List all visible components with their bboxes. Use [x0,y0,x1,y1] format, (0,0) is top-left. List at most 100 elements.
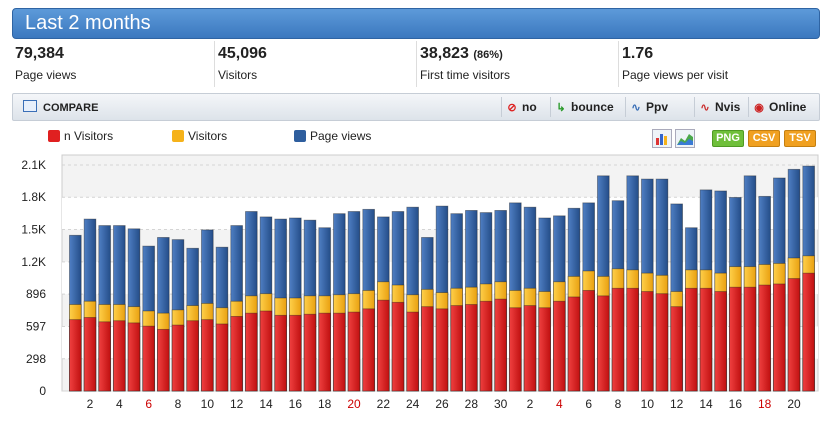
compare-nvis-button[interactable]: ∿ Nvis [694,97,755,117]
button-label: no [522,100,537,114]
export-csv-button[interactable]: CSV [748,130,780,147]
bounce-icon: ↳ [556,102,566,114]
n-visitors-bar [83,317,97,392]
nvis-chart-icon: ∿ [700,102,710,114]
x-tick-label: 14 [699,397,713,411]
x-tick-label: 12 [670,397,684,411]
n-visitors-bar [333,312,346,392]
legend-n-visitors[interactable]: n Visitors [48,129,113,143]
online-broadcast-icon: ◉ [754,102,764,114]
header-bar: Last 2 months [12,8,820,39]
legend-swatch [294,130,306,142]
n-visitors-bar [802,272,815,392]
n-visitors-bar [670,306,683,392]
n-visitors-bar [494,298,507,392]
x-tick-label: 8 [615,397,622,411]
stat-visitors: 45,096 Visitors [214,41,416,87]
x-tick-label: 26 [435,397,449,411]
legend-swatch [48,130,60,142]
compare-no-button[interactable]: ⊘ no [501,97,562,117]
n-visitors-bar [69,319,82,392]
n-visitors-bar [377,299,390,392]
y-tick-label: 1.8K [21,190,46,204]
n-visitors-bar [787,278,801,392]
stat-label: Page views per visit [622,68,729,82]
compare-toolbar: COMPARE ⊘ no ↳ bounce ∿ Ppv ∿ Nvis ◉ Online [12,93,820,121]
compare-bounce-button[interactable]: ↳ bounce [550,97,625,117]
n-visitors-bar [450,305,463,392]
compare-ppv-button[interactable]: ∿ Ppv [625,97,682,117]
n-visitors-bar [714,291,727,392]
n-visitors-bar [655,293,669,392]
legend-label: Page views [310,129,372,143]
x-tick-label: 18 [318,397,332,411]
x-tick-label: 8 [175,397,182,411]
legend-swatch [172,130,184,142]
n-visitors-bar [318,312,331,392]
n-visitors-bar [201,319,214,392]
n-visitors-bar [509,307,522,392]
button-label: Ppv [646,100,669,114]
legend-visitors[interactable]: Visitors [172,129,227,143]
x-tick-label: 2 [527,397,534,411]
button-label: Nvis [715,100,741,114]
x-tick-label: 20 [787,397,801,411]
button-label: bounce [571,100,614,114]
stat-value: 79,384 [15,45,64,62]
n-visitors-bar [245,312,258,392]
n-visitors-bar [127,322,141,392]
stat-first-time-visitors: 38,823 (86%) First time visitors [416,41,618,87]
n-visitors-bar [215,323,229,392]
y-tick-label: 298 [26,352,46,366]
area-chart-view-icon[interactable] [675,129,695,148]
x-tick-label: 10 [641,397,655,411]
compare-toggle[interactable]: COMPARE [23,100,98,114]
compare-online-button[interactable]: ◉ Online [748,97,819,117]
x-tick-label: 14 [259,397,273,411]
y-tick-label: 1.5K [21,223,46,237]
n-visitors-bar [186,320,199,392]
visits-bar-chart: 0 298 597 896 1.2K 1.5K 1.8K 2.1K 2 4 6 8 10 12 14 16 18… [21,154,819,411]
stat-label: First time visitors [420,68,510,82]
legend-page-views[interactable]: Page views [294,129,371,143]
n-visitors-bar [553,300,566,392]
export-tsv-button[interactable]: TSV [784,130,816,147]
x-tick-label: 16 [729,397,743,411]
legend-label: Visitors [188,129,228,143]
n-visitors-bar [406,311,419,392]
export-png-button[interactable]: PNG [712,130,744,147]
n-visitors-bar [421,306,434,392]
n-visitors-bar [773,283,786,392]
y-tick-label: 1.2K [21,255,46,269]
x-tick-label: 4 [116,397,123,411]
n-visitors-bar [362,308,375,392]
n-visitors-bar [391,301,405,392]
no-icon: ⊘ [507,102,517,114]
n-visitors-bar [289,314,302,392]
n-visitors-bar [743,286,757,392]
stat-label: Visitors [218,68,258,82]
n-visitors-bar [597,295,610,392]
bar-chart-view-icon[interactable] [652,129,672,148]
x-tick-label: 28 [465,397,479,411]
n-visitors-bar [611,287,625,392]
stat-label: Page views [15,68,77,82]
n-visitors-bar [567,296,581,392]
stat-page-views: 79,384 Page views [12,41,214,87]
stat-value: 1.76 [622,45,654,62]
legend-label: n Visitors [64,129,114,143]
x-tick-label: 2 [87,397,94,411]
compare-label: COMPARE [43,102,99,114]
x-tick-label: 4 [556,397,563,411]
x-tick-label: 6 [145,397,152,411]
x-tick-label: 30 [494,397,508,411]
y-tick-label: 0 [39,384,46,398]
y-tick-label: 597 [26,319,46,333]
n-visitors-bar [582,290,595,392]
n-visitors-bar [274,314,287,392]
n-visitors-bar [435,308,449,392]
x-tick-label: 18 [758,397,772,411]
y-tick-label: 2.1K [21,158,46,172]
y-tick-label: 896 [26,287,46,301]
x-tick-label: 12 [230,397,244,411]
